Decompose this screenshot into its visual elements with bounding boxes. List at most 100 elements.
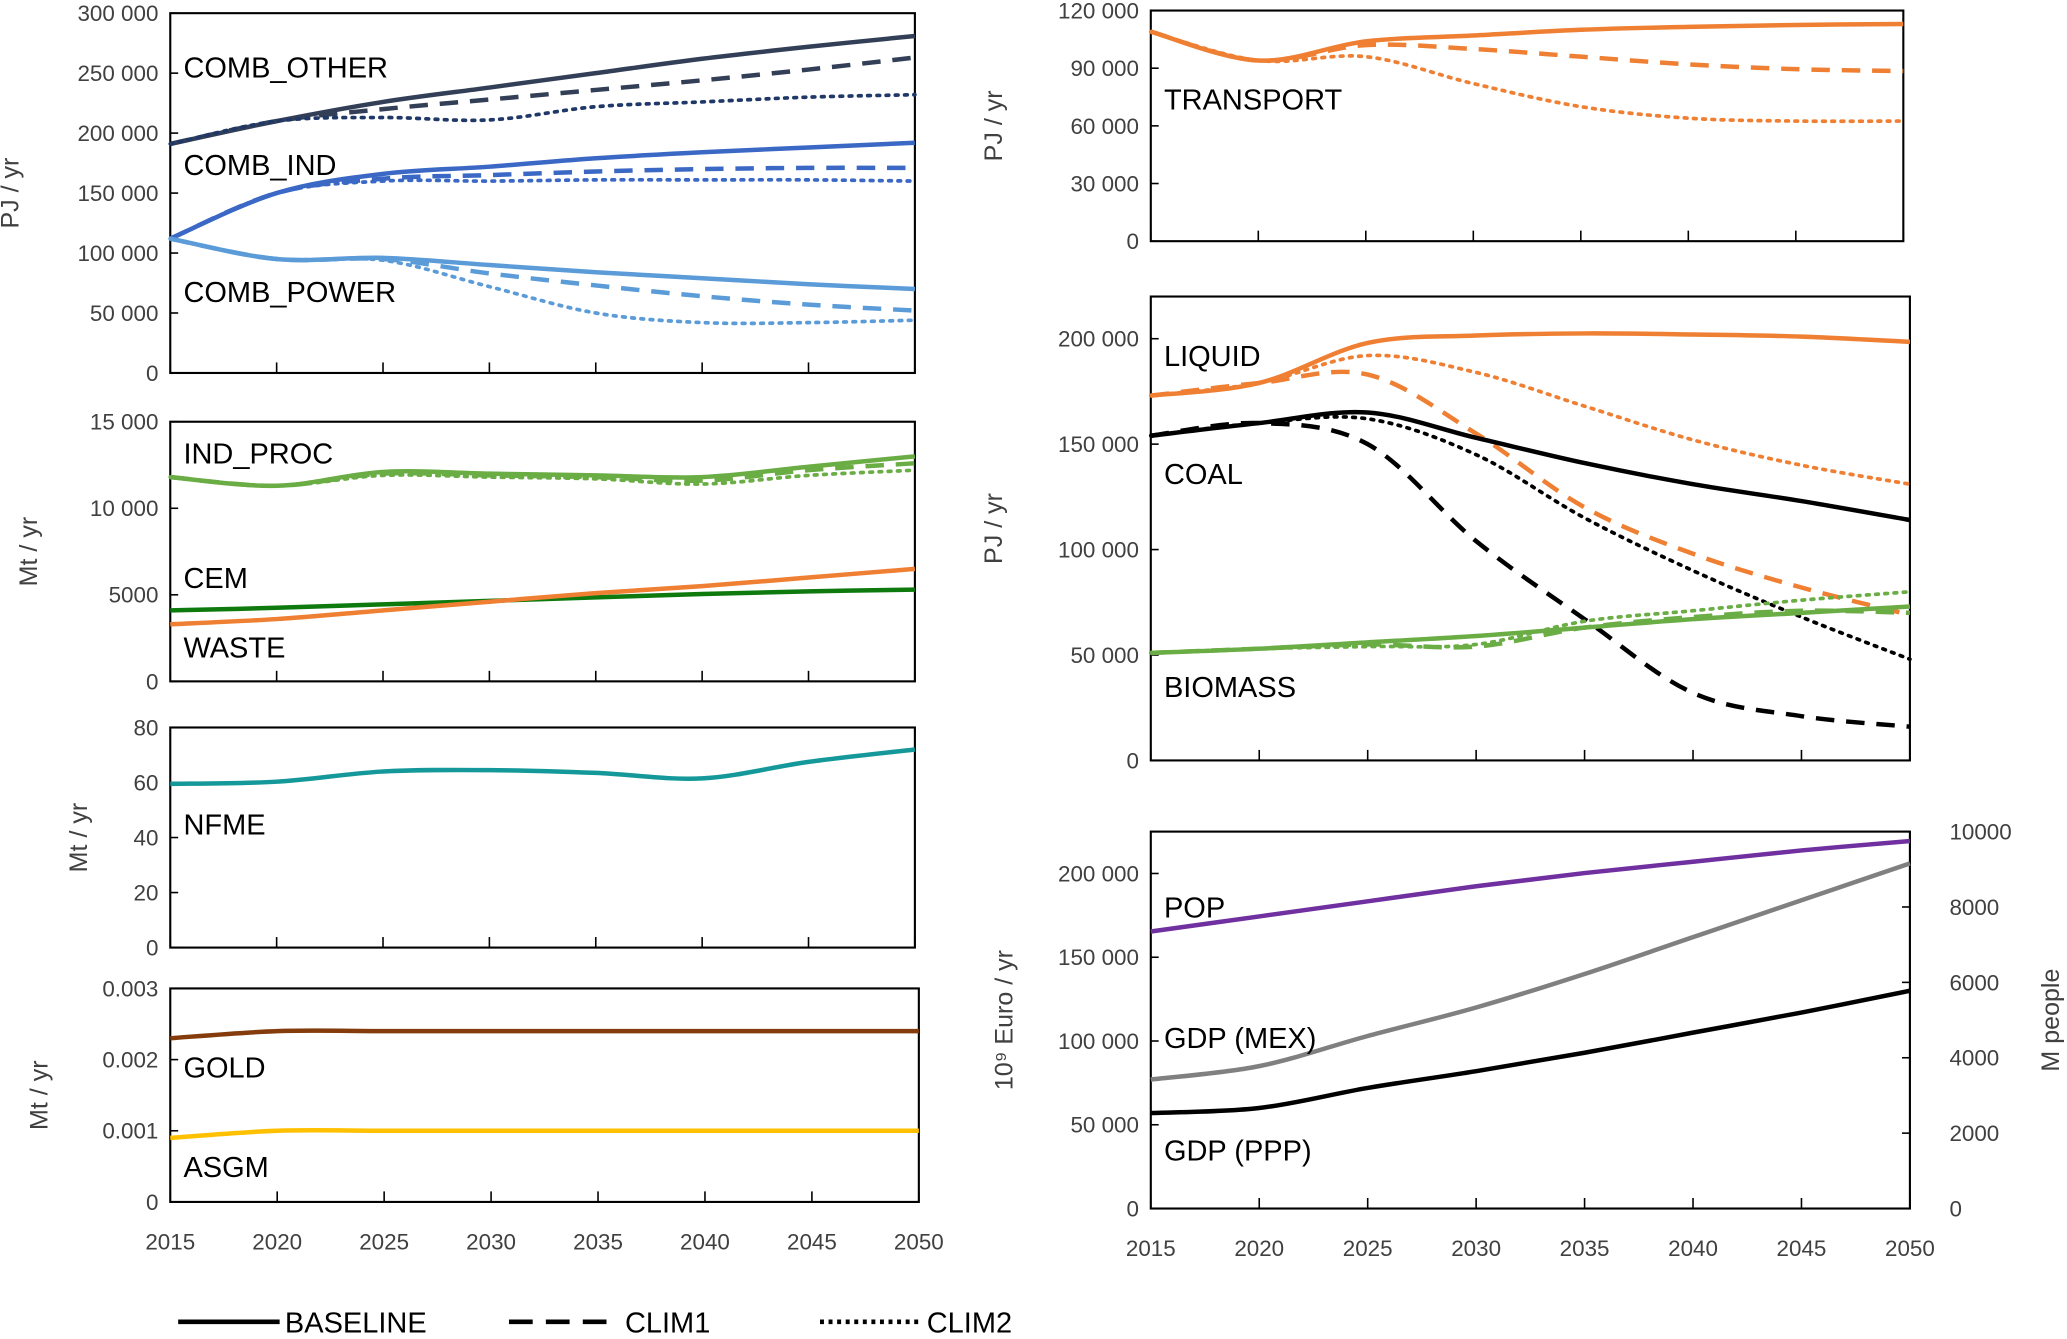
y-right-axis-label: M people: [2037, 969, 2065, 1072]
series-line-gold-baseline: [170, 1028, 919, 1041]
y-tick-label: 150 000: [1058, 432, 1139, 457]
panel-nfme: 0 20 40 60 80 Mt / yr NFME: [65, 715, 916, 960]
y-tick-label: 0: [1126, 229, 1138, 254]
y-right-tick-label: 10000: [1949, 820, 2011, 845]
series-line-pop-baseline: [1150, 838, 1911, 934]
series-line-waste-baseline: [170, 566, 916, 627]
x-tick-label: 2050: [1885, 1236, 1935, 1261]
series-line-coal-clim2: [1148, 415, 1912, 662]
y-tick-label: 0: [146, 935, 158, 960]
y-tick-label: 5000: [109, 583, 159, 608]
y-right-tick-label: 6000: [1949, 970, 1999, 995]
series-label: GOLD: [183, 1052, 265, 1084]
series-line-transport-clim1: [1150, 29, 1904, 74]
x-tick-label: 2045: [787, 1229, 837, 1254]
y-tick-label: 80: [133, 715, 158, 740]
series-label: LIQUID: [1164, 341, 1261, 373]
series-line-comb-power-clim2: [168, 236, 917, 326]
y-right-tick-label: 8000: [1949, 895, 1999, 920]
series-label: COMB_POWER: [183, 277, 396, 309]
series-line-liquid-clim1: [1150, 369, 1911, 618]
series-line-cem-baseline: [170, 587, 915, 613]
y-tick-label: 0: [146, 1190, 158, 1215]
series-line-ind-proc-clim1: [170, 461, 916, 489]
series-label: TRANSPORT: [1164, 84, 1343, 116]
y-right-tick-label: 2000: [1949, 1121, 1999, 1146]
y-axis-label: Mt / yr: [26, 1060, 54, 1130]
series-line-comb-other-clim1: [169, 55, 916, 147]
x-tick-label: 2030: [1451, 1236, 1501, 1261]
y-axis-label: PJ / yr: [980, 493, 1008, 564]
plot-frame: [1149, 295, 1911, 762]
y-tick-label: 300 000: [77, 1, 158, 26]
x-tick-label: 2015: [1126, 1236, 1176, 1261]
y-tick-label: 50 000: [1070, 1113, 1138, 1138]
x-tick-label: 2040: [1668, 1236, 1718, 1261]
series-label: POP: [1164, 893, 1225, 925]
y-right-tick-label: 4000: [1949, 1046, 1999, 1071]
series-label: GDP (PPP): [1164, 1135, 1312, 1167]
y-tick-label: 50 000: [1070, 643, 1138, 668]
y-tick-label: 150 000: [1058, 945, 1139, 970]
panel-ind: 0 5000 10 000 15 000 Mt / yr IND_PROC CEM WASTE: [15, 410, 917, 694]
x-tick-label: 2020: [252, 1229, 302, 1254]
y-tick-label: 100 000: [1058, 537, 1139, 562]
series-line-comb-power-clim1: [169, 236, 916, 313]
series-line-coal-clim1: [1150, 420, 1911, 729]
plot-frame: [169, 420, 916, 683]
x-tick-label: 2035: [1560, 1236, 1610, 1261]
y-tick-label: 0: [146, 361, 158, 386]
y-tick-label: 200 000: [1058, 327, 1139, 352]
legend-clim1-label: CLIM1: [625, 1307, 710, 1339]
series-line-coal-baseline: [1150, 409, 1911, 523]
y-tick-label: 200 000: [77, 121, 158, 146]
y-tick-label: 40: [133, 825, 158, 850]
y-axis-label: PJ / yr: [980, 90, 1008, 161]
y-tick-label: 60 000: [1070, 114, 1138, 139]
series-label: COMB_IND: [183, 150, 336, 182]
y-tick-label: 15 000: [90, 410, 158, 435]
y-tick-label: 90 000: [1070, 56, 1138, 81]
panel-fuels: 0 50 000 100 000 150 000 200 000 PJ / yr LIQUI…: [980, 295, 1912, 773]
series-line-liquid-baseline: [1150, 331, 1911, 398]
y-tick-label: 150 000: [77, 181, 158, 206]
y-tick-label: 100 000: [77, 241, 158, 266]
y-tick-label: 0: [1126, 748, 1138, 773]
series-label: GDP (MEX): [1164, 1023, 1316, 1055]
y-tick-label: 10 000: [90, 496, 158, 521]
y-right-tick-label: 0: [1949, 1196, 1961, 1221]
y-axis-label: 10⁹ Euro / yr: [990, 950, 1018, 1090]
series-line-gdp-mex--baseline: [1150, 861, 1911, 1082]
series-label: NFME: [183, 809, 265, 841]
x-tick-label: 2050: [894, 1229, 944, 1254]
series-line-transport-baseline: [1150, 21, 1904, 63]
x-tick-label: 2035: [573, 1229, 623, 1254]
y-axis-label: PJ / yr: [0, 158, 25, 229]
y-tick-label: 0.002: [102, 1048, 158, 1073]
series-label: ASGM: [183, 1152, 268, 1184]
series-label: CEM: [183, 563, 247, 595]
series-line-ind-proc-clim2: [168, 468, 917, 488]
legend-clim2-label: CLIM2: [927, 1307, 1012, 1339]
x-tick-label: 2030: [466, 1229, 516, 1254]
y-tick-label: 200 000: [1058, 861, 1139, 886]
y-tick-label: 0: [146, 669, 158, 694]
series-label: IND_PROC: [183, 438, 333, 470]
y-tick-label: 30 000: [1070, 171, 1138, 196]
legend: BASELINE CLIM1 CLIM2: [178, 1307, 1012, 1339]
x-tick-label: 2040: [680, 1229, 730, 1254]
series-line-asgm-baseline: [170, 1128, 919, 1141]
y-tick-label: 0: [1126, 1196, 1138, 1221]
series-line-biomass-clim2: [1148, 589, 1912, 655]
y-tick-label: 20: [133, 880, 158, 905]
series-label: WASTE: [183, 632, 285, 664]
series-label: BIOMASS: [1164, 672, 1296, 704]
x-tick-label: 2020: [1234, 1236, 1284, 1261]
y-axis-label: Mt / yr: [15, 517, 43, 587]
y-axis-label: Mt / yr: [65, 803, 93, 873]
y-tick-label: 120 000: [1058, 0, 1139, 23]
y-tick-label: 50 000: [90, 301, 158, 326]
x-tick-label: 2025: [1343, 1236, 1393, 1261]
